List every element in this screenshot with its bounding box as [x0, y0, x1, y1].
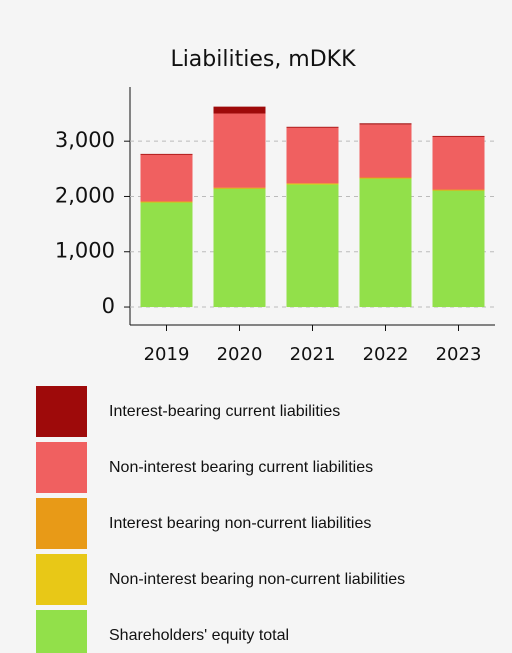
bar-segment [359, 177, 412, 179]
legend-entry: Interest bearing non-current liabilities [36, 498, 449, 549]
x-tick-label: 2020 [217, 344, 263, 365]
chart-title: Liabilities, mDKK [170, 47, 356, 72]
bar-segment [286, 126, 339, 128]
bar-segment [213, 113, 266, 188]
legend-label: Non-interest bearing non-current liabili… [109, 570, 406, 588]
bar-segment [432, 136, 485, 190]
bar-segment [359, 124, 412, 178]
legend-label: Shareholders' equity total [109, 626, 290, 644]
bar-segment [286, 183, 339, 185]
legend-label: Interest-bearing current liabilities [109, 402, 341, 420]
y-tick-label: 1,000 [55, 239, 115, 263]
y-tick-label: 0 [102, 294, 115, 318]
legend-label: Non-interest bearing current liabilities [109, 458, 374, 476]
x-tick-label: 2022 [363, 344, 409, 365]
bar-segment [432, 190, 485, 308]
bar-segment [140, 201, 193, 203]
x-tick-label: 2021 [290, 344, 336, 365]
x-tick-label: 2019 [144, 344, 190, 365]
bar-segment [286, 183, 339, 184]
legend-entry: Interest-bearing current liabilities [36, 386, 449, 437]
bar-segment [213, 188, 266, 308]
bar-segment [359, 123, 412, 125]
chart: Liabilities, mDKK 0 1,000 2,000 3,000 2019 20… [55, 47, 495, 365]
legend-swatch [36, 610, 87, 653]
bar-segment [359, 178, 412, 308]
bar-segment [213, 187, 266, 189]
bar-segment [140, 154, 193, 202]
legend-swatch [36, 386, 87, 437]
bar-segment [432, 189, 485, 191]
bar-segment [432, 135, 485, 137]
x-tick-label: 2023 [436, 344, 482, 365]
legend-entry: Shareholders' equity total [36, 610, 449, 653]
bar-segment [140, 153, 193, 155]
legend-label: Interest bearing non-current liabilities [109, 514, 372, 532]
legend-swatch [36, 498, 87, 549]
legend-swatch [36, 442, 87, 493]
bar-segment [213, 106, 266, 114]
bar-segment [140, 201, 193, 308]
legend-swatch [36, 554, 87, 605]
y-tick-label: 2,000 [55, 183, 115, 207]
bar-segment [286, 127, 339, 184]
legend-entry: Non-interest bearing current liabilities [36, 442, 449, 493]
y-tick-label: 3,000 [55, 128, 115, 152]
legend-entry: Non-interest bearing non-current liabili… [36, 554, 449, 605]
bar-segment [286, 184, 339, 308]
